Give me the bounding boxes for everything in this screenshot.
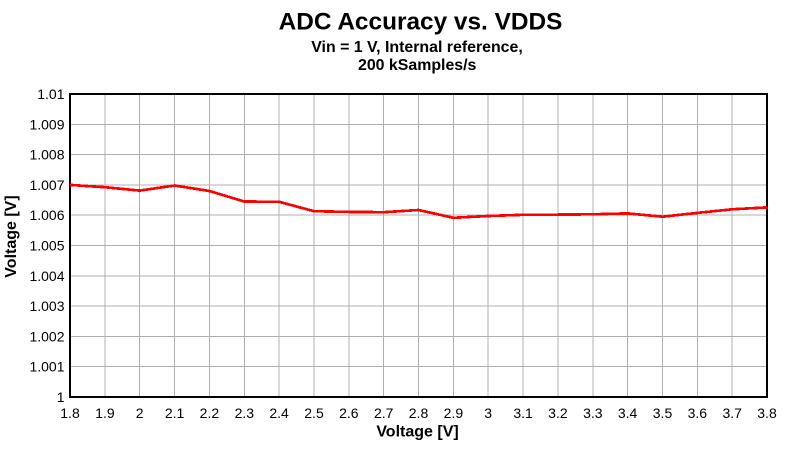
svg-text:ADC Accuracy vs. VDDS: ADC Accuracy vs. VDDS xyxy=(279,9,563,36)
svg-text:2.7: 2.7 xyxy=(374,405,394,421)
svg-text:1.002: 1.002 xyxy=(29,328,64,344)
svg-text:1.007: 1.007 xyxy=(29,177,64,193)
svg-text:3.1: 3.1 xyxy=(513,405,533,421)
svg-text:2.4: 2.4 xyxy=(269,405,289,421)
svg-text:2: 2 xyxy=(136,405,144,421)
svg-text:3.6: 3.6 xyxy=(688,405,708,421)
svg-text:1.008: 1.008 xyxy=(29,147,64,163)
svg-text:1.004: 1.004 xyxy=(29,268,64,284)
svg-text:3.4: 3.4 xyxy=(618,405,638,421)
svg-text:3: 3 xyxy=(484,405,492,421)
svg-text:Voltage [V]: Voltage [V] xyxy=(3,195,20,277)
svg-text:1.8: 1.8 xyxy=(60,405,80,421)
svg-text:2.1: 2.1 xyxy=(165,405,185,421)
svg-text:3.5: 3.5 xyxy=(653,405,673,421)
svg-text:1.01: 1.01 xyxy=(37,86,64,102)
svg-text:1.006: 1.006 xyxy=(29,207,64,223)
svg-text:2.2: 2.2 xyxy=(200,405,220,421)
svg-text:3.2: 3.2 xyxy=(548,405,568,421)
svg-text:2.8: 2.8 xyxy=(409,405,429,421)
svg-text:1.001: 1.001 xyxy=(29,359,64,375)
svg-text:2.6: 2.6 xyxy=(339,405,359,421)
svg-text:200 kSamples/s: 200 kSamples/s xyxy=(358,57,477,74)
svg-text:Voltage [V]: Voltage [V] xyxy=(376,423,458,440)
svg-text:1.005: 1.005 xyxy=(29,238,64,254)
svg-text:2.5: 2.5 xyxy=(304,405,324,421)
svg-text:1.9: 1.9 xyxy=(95,405,115,421)
svg-text:Vin = 1 V, Internal reference,: Vin = 1 V, Internal reference, xyxy=(311,39,523,56)
svg-text:2.3: 2.3 xyxy=(235,405,255,421)
svg-text:1: 1 xyxy=(57,389,65,405)
svg-text:2.9: 2.9 xyxy=(444,405,464,421)
svg-text:1.009: 1.009 xyxy=(29,116,64,132)
svg-text:3.3: 3.3 xyxy=(583,405,603,421)
svg-text:1.003: 1.003 xyxy=(29,298,64,314)
svg-text:3.7: 3.7 xyxy=(722,405,742,421)
svg-text:3.8: 3.8 xyxy=(757,405,777,421)
